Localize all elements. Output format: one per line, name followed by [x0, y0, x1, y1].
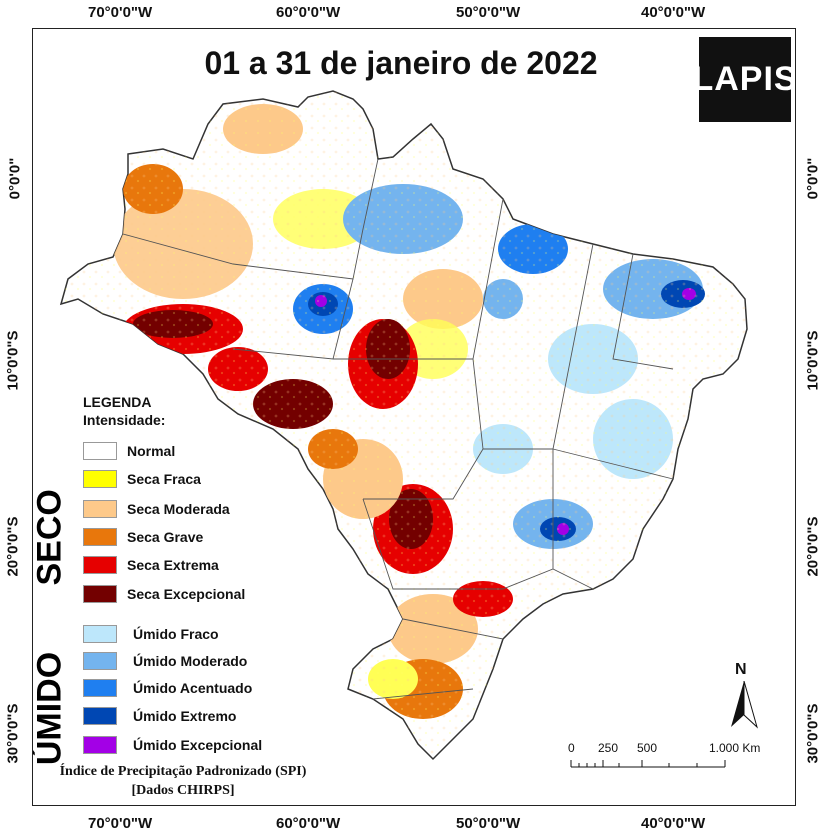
legend-item-wet-2: Úmido Acentuado — [83, 678, 252, 698]
lapis-logo: LAPIS — [692, 37, 795, 122]
legend-item-wet-4: Úmido Excepcional — [83, 735, 262, 755]
legend-label: Úmido Moderado — [133, 653, 248, 669]
legend-item-dry-1: Seca Fraca — [83, 469, 201, 489]
legend-swatch — [83, 585, 117, 603]
map-title: 01 a 31 de janeiro de 2022 — [204, 45, 597, 81]
legend-title-line2: Intensidade: — [83, 412, 166, 428]
legend-swatch — [83, 500, 117, 518]
legend-swatch — [83, 707, 117, 725]
legend-label: Seca Fraca — [127, 471, 201, 487]
lon-label-bottom-40w: 40°0'0"W — [641, 815, 706, 832]
state-borders — [122, 158, 674, 700]
scale-tick-0: 0 — [568, 741, 575, 755]
lat-label-left-10s: 10°0'0"S — [4, 330, 22, 391]
legend-item-wet-1: Úmido Moderado — [83, 651, 247, 671]
legend-swatch — [83, 652, 117, 670]
north-arrow-icon — [731, 681, 758, 729]
footer-line2: [Dados CHIRPS] — [131, 783, 235, 798]
legend-item-wet-3: Úmido Extremo — [83, 706, 236, 726]
legend-group-wet-label: ÚMIDO — [32, 651, 69, 766]
lat-label-right-10s: 10°0'0"S — [804, 330, 822, 391]
legend-swatch — [83, 470, 117, 488]
spi-map: 01 a 31 de janeiro de 2022 — [60, 45, 748, 760]
lat-label-left-30s: 30°0'0"S — [4, 703, 22, 764]
lon-label-top-40w: 40°0'0"W — [641, 4, 706, 21]
footer-caption: Índice de Precipitação Padronizado (SPI)… — [53, 762, 313, 800]
footer-line1: Índice de Precipitação Padronizado (SPI) — [59, 764, 307, 779]
legend-item-dry-5: Seca Excepcional — [83, 584, 245, 604]
lon-label-top-60w: 60°0'0"W — [276, 4, 341, 21]
legend-label: Seca Moderada — [127, 501, 230, 517]
scale-tick-250: 250 — [598, 741, 619, 755]
legend-swatch — [83, 442, 117, 460]
scale-bar — [570, 760, 726, 768]
lon-label-bottom-70w: 70°0'0"W — [88, 815, 153, 832]
legend-label: Úmido Acentuado — [133, 680, 253, 696]
legend-label: Úmido Excepcional — [133, 737, 263, 753]
legend-label: Normal — [127, 443, 176, 459]
legend-title-line1: LEGENDA — [83, 394, 152, 410]
legend-swatch — [83, 679, 117, 697]
lon-label-top-50w: 50°0'0"W — [456, 4, 521, 21]
lat-label-right-0: 0°0'0" — [804, 157, 822, 200]
legend-label: Seca Excepcional — [127, 586, 246, 602]
lat-label-left-20s: 20°0'0"S — [4, 516, 22, 577]
legend-label: Seca Grave — [127, 529, 204, 545]
lon-label-bottom-60w: 60°0'0"W — [276, 815, 341, 832]
legend-title: LEGENDA Intensidade: — [83, 393, 165, 429]
scale-tick-500: 500 — [637, 741, 658, 755]
legend-swatch — [83, 528, 117, 546]
legend-label: Úmido Extremo — [133, 708, 237, 724]
lat-label-left-0: 0°0'0" — [6, 157, 24, 200]
legend-swatch — [83, 556, 117, 574]
lon-label-top-70w: 70°0'0"W — [88, 4, 153, 21]
legend-group-dry-label: SECO — [32, 489, 69, 586]
lat-label-right-20s: 20°0'0"S — [804, 516, 822, 577]
legend-swatch — [83, 625, 117, 643]
legend-label: Seca Extrema — [127, 557, 219, 573]
legend-item-dry-4: Seca Extrema — [83, 555, 219, 575]
north-arrow-label: N — [735, 661, 747, 678]
scale-tick-1000: 1.000 Km — [709, 741, 761, 755]
legend-item-dry-3: Seca Grave — [83, 527, 203, 547]
lat-label-right-30s: 30°0'0"S — [804, 703, 822, 764]
map-frame: 01 a 31 de janeiro de 2022 LAPIS LEGENDA… — [32, 28, 796, 806]
legend-swatch — [83, 736, 117, 754]
legend-label: Úmido Fraco — [133, 626, 219, 642]
legend-item-wet-0: Úmido Fraco — [83, 624, 219, 644]
legend-item-dry-2: Seca Moderada — [83, 499, 230, 519]
legend-item-dry-0: Normal — [83, 441, 175, 461]
lon-label-bottom-50w: 50°0'0"W — [456, 815, 521, 832]
